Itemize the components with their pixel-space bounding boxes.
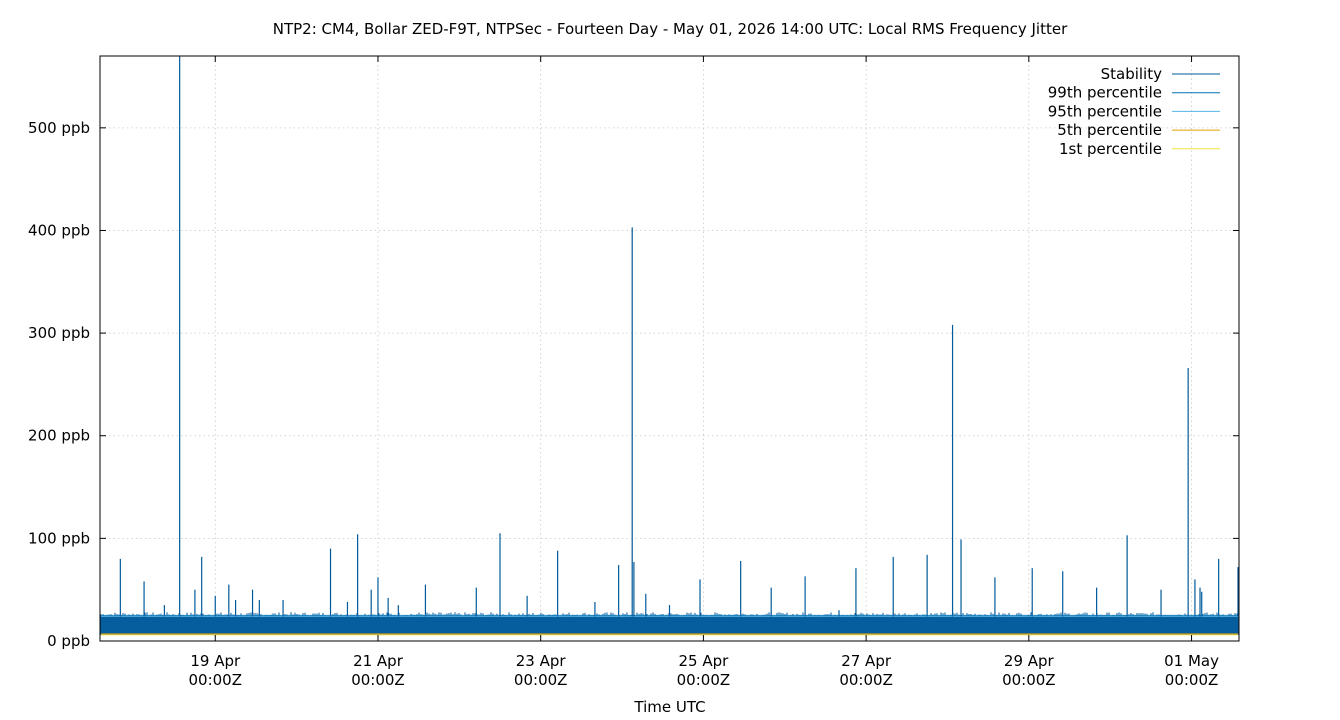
legend-label: 1st percentile [1059, 140, 1162, 158]
x-tick-label: 00:00Z [839, 671, 893, 689]
y-tick-label: 100 ppb [28, 529, 90, 547]
x-tick-label: 00:00Z [188, 671, 242, 689]
y-axis: 0 ppb 100 ppb 200 ppb 300 ppb 400 ppb 500 ppb [28, 119, 1239, 650]
x-tick-label: 00:00Z [351, 671, 405, 689]
y-tick-label: 0 ppb [47, 632, 90, 650]
x-tick-label: 00:00Z [1002, 671, 1056, 689]
x-tick-label: 25 Apr [678, 652, 729, 670]
y-tick-label: 200 ppb [28, 427, 90, 445]
x-axis-label: Time UTC [633, 698, 705, 716]
grid-lines [100, 56, 1239, 641]
plot-frame [99, 55, 1240, 642]
x-tick-label: 00:00Z [1165, 671, 1219, 689]
chart-title: NTP2: CM4, Bollar ZED-F9T, NTPSec - Four… [273, 20, 1068, 38]
x-tick-label: 00:00Z [514, 671, 568, 689]
stability-band [101, 616, 1239, 635]
legend-label: 5th percentile [1057, 121, 1162, 139]
x-tick-label: 01 May [1164, 652, 1219, 670]
x-tick-label: 19 Apr [190, 652, 241, 670]
x-tick-label: 29 Apr [1004, 652, 1055, 670]
y-tick-label: 500 ppb [28, 119, 90, 137]
x-tick-label: 21 Apr [353, 652, 404, 670]
legend-label: 99th percentile [1048, 84, 1162, 102]
x-tick-label: 27 Apr [841, 652, 892, 670]
y-tick-label: 400 ppb [28, 221, 90, 239]
y-tick-label: 300 ppb [28, 324, 90, 342]
x-tick-label: 00:00Z [677, 671, 731, 689]
plot-area [100, 56, 1239, 636]
x-tick-label: 23 Apr [516, 652, 567, 670]
legend-label: 95th percentile [1048, 102, 1162, 120]
legend-label: Stability [1101, 65, 1163, 83]
